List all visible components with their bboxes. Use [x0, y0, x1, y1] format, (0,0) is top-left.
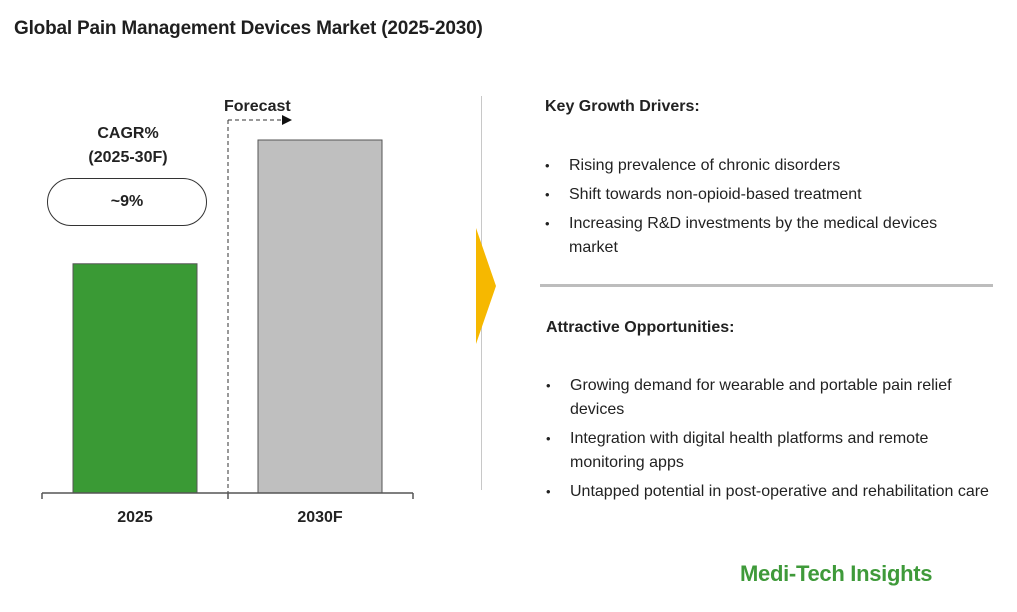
- opportunity-item: Growing demand for wearable and portable…: [546, 374, 1006, 422]
- x-tick-label: 2025: [117, 509, 153, 526]
- page-title: Global Pain Management Devices Market (2…: [14, 18, 483, 39]
- opportunity-item: Integration with digital health platform…: [546, 427, 1006, 475]
- chevron-right-arrow-icon: [476, 228, 496, 344]
- section-divider: [540, 284, 993, 287]
- forecast-arrowhead: [282, 115, 292, 125]
- driver-item: Rising prevalence of chronic disorders: [545, 154, 965, 178]
- x-tick-label: 2030F: [297, 509, 343, 526]
- brand-logo: Medi-Tech Insights: [740, 561, 933, 586]
- drivers-list: Rising prevalence of chronic disorders Sh…: [545, 154, 965, 265]
- cagr-value-pill: ~9%: [47, 178, 207, 226]
- driver-item: Shift towards non-opioid-based treatment: [545, 183, 965, 207]
- cagr-value: ~9%: [110, 193, 144, 210]
- opportunity-item: Untapped potential in post-operative and…: [546, 480, 1006, 504]
- bar-2030f: [257, 139, 383, 494]
- cagr-label-line-1: CAGR%: [97, 125, 159, 142]
- bar-2025: [72, 263, 198, 494]
- opportunities-heading: Attractive Opportunities:: [546, 319, 735, 336]
- cagr-label-line-2: (2025-30F): [88, 149, 168, 166]
- drivers-heading: Key Growth Drivers:: [545, 98, 700, 115]
- opportunities-list: Growing demand for wearable and portable…: [546, 374, 1006, 509]
- cagr-label: CAGR% (2025-30F): [48, 122, 208, 170]
- forecast-label: Forecast: [224, 98, 291, 115]
- bar-chart: 2025 2030F: [41, 115, 414, 526]
- driver-item: Increasing R&D investments by the medica…: [545, 212, 965, 260]
